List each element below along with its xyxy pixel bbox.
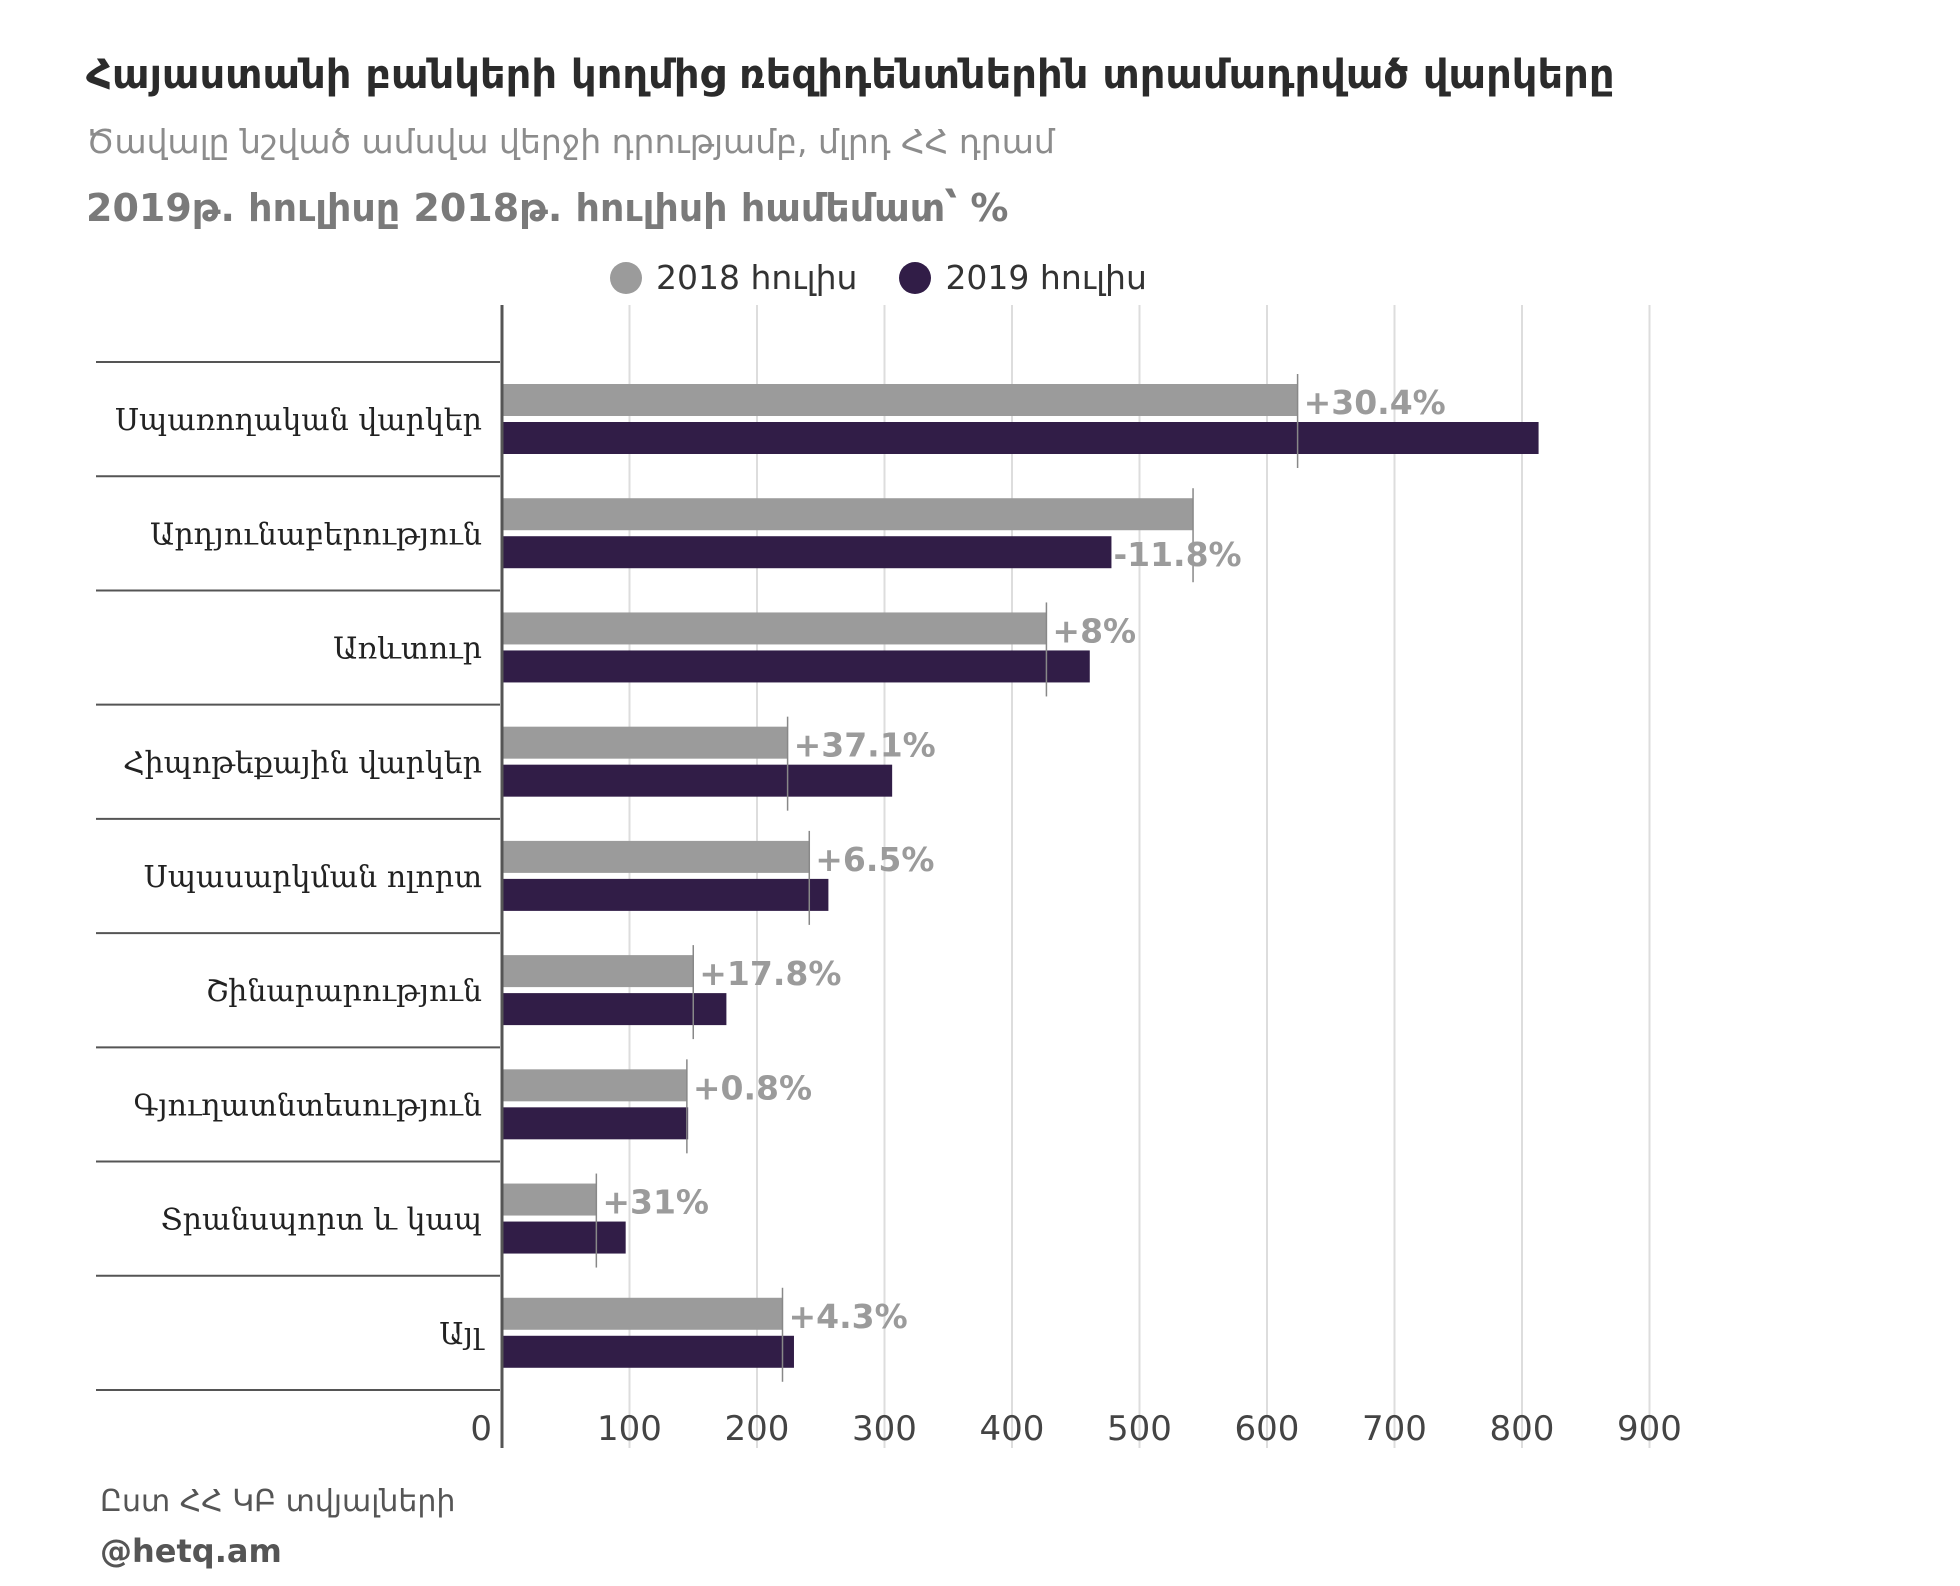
x-tick-label: 100 xyxy=(597,1409,662,1449)
category-label: Արդյունաբերություն xyxy=(150,517,482,552)
x-tick-label: 900 xyxy=(1617,1409,1682,1449)
change-data-label: +8% xyxy=(1052,611,1136,650)
bar-2018 xyxy=(502,840,810,873)
change-data-label: -11.8% xyxy=(1113,535,1241,574)
x-tick-label: 400 xyxy=(980,1409,1045,1449)
bar-2019 xyxy=(502,993,727,1026)
category-label: Հիպոթեքային վարկեր xyxy=(123,746,482,781)
legend-label-2019: 2019 հուլիս xyxy=(945,258,1147,297)
category-label: Սպասարկման ոլորտ xyxy=(144,860,482,895)
change-data-label: +17.8% xyxy=(699,954,841,993)
bar-2019 xyxy=(502,878,829,911)
bar-2018 xyxy=(502,726,788,759)
chart-subtitle-comparison: 2019թ. հուլիսը 2018թ. հուլիսի համեմատ՝ % xyxy=(86,186,1009,230)
change-data-label: +6.5% xyxy=(815,840,934,879)
x-tick-label: 500 xyxy=(1107,1409,1172,1449)
legend-item-2018: 2018 հուլիս xyxy=(610,258,857,297)
bar-2018 xyxy=(502,1297,783,1330)
category-label: Առևտուր xyxy=(333,632,482,667)
bar-2019 xyxy=(502,536,1112,569)
bar-2018 xyxy=(502,955,694,988)
bar-2018 xyxy=(502,384,1298,416)
category-label: Գյուղատնտեսություն xyxy=(133,1088,482,1123)
bar-2019 xyxy=(502,1221,626,1254)
x-tick-label: 200 xyxy=(725,1409,790,1449)
bar-2018 xyxy=(502,612,1047,645)
change-data-label: +37.1% xyxy=(794,726,936,765)
x-tick-label: 800 xyxy=(1490,1409,1555,1449)
change-data-label: +31% xyxy=(602,1183,709,1222)
x-tick-label: 700 xyxy=(1362,1409,1427,1449)
x-tick-label: 0 xyxy=(470,1409,492,1449)
bar-2019 xyxy=(502,764,893,797)
category-label: Սպառողական վարկեր xyxy=(115,403,482,438)
bar-2018 xyxy=(502,498,1194,531)
change-data-label: +0.8% xyxy=(693,1068,812,1107)
category-label: Շինարարություն xyxy=(206,974,482,1009)
chart-title: Հայաստանի բանկերի կողմից ռեզիդենտներին տ… xyxy=(86,52,1615,98)
legend-swatch-2019 xyxy=(899,261,932,294)
legend-label-2018: 2018 հուլիս xyxy=(656,258,858,297)
x-tick-label: 300 xyxy=(852,1409,917,1449)
bar-2019 xyxy=(502,1107,689,1140)
bar-chart: 0 100 200 300 400 500 600 700 800 900 Սպառողական վ… xyxy=(96,305,1682,1449)
bar-2018 xyxy=(502,1183,597,1216)
legend-swatch-2018 xyxy=(610,261,642,294)
legend-item-2019: 2019 հուլիս xyxy=(899,258,1147,297)
category-label: Այլ xyxy=(439,1317,485,1352)
x-tick-label: 600 xyxy=(1235,1409,1300,1449)
change-data-label: +4.3% xyxy=(789,1297,908,1336)
bar-2019 xyxy=(502,1335,794,1368)
bar-2019 xyxy=(502,422,1539,454)
bar-2019 xyxy=(502,650,1090,683)
legend: 2018 հուլիս 2019 հուլիս xyxy=(610,258,1171,297)
category-label: Տրանսպորտ և կապ xyxy=(161,1203,482,1238)
bar-2018 xyxy=(502,1069,687,1102)
source-note: Ըստ ՀՀ ԿԲ տվյալների xyxy=(100,1484,456,1519)
change-data-label: +30.4% xyxy=(1304,383,1446,422)
chart-subtitle: Ծավալը նշված ամսվա վերջի դրությամբ, մլրդ… xyxy=(86,122,1055,161)
site-handle: @hetq.am xyxy=(100,1532,282,1570)
